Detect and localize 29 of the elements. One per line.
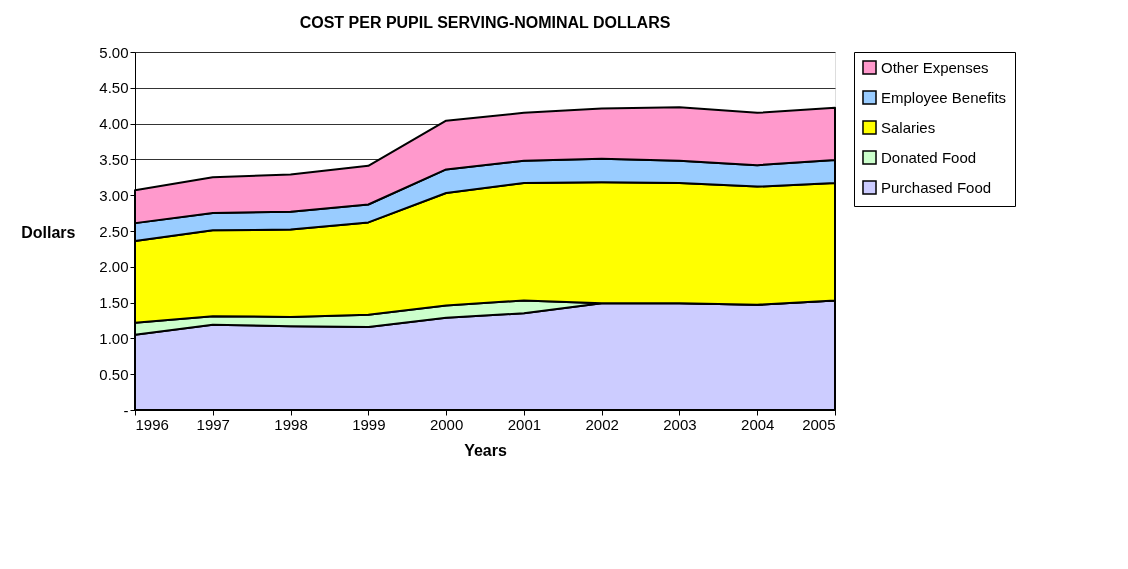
legend-label: Donated Food (881, 148, 977, 166)
x-tick-label: 2004 (741, 415, 775, 433)
y-tick-label: 3.00 (99, 186, 129, 204)
legend-label: Salaries (881, 118, 936, 136)
y-axis-title: Dollars (21, 223, 76, 241)
x-tick-label: 1998 (274, 415, 308, 433)
x-tick-label: 2000 (429, 415, 464, 433)
y-tick-label: - (123, 401, 129, 419)
x-tick-label: 2003 (663, 415, 697, 433)
y-tick-label: 4.50 (99, 79, 129, 97)
legend-label: Other Expenses (881, 58, 989, 76)
legend-label: Employee Benefits (881, 88, 1007, 106)
y-tick-label: 3.50 (99, 150, 129, 168)
y-tick-label: 1.00 (99, 329, 129, 347)
y-tick-label: 2.50 (99, 222, 129, 240)
y-tick-label: 5.00 (99, 43, 129, 61)
y-tick-label: 2.00 (99, 258, 129, 276)
y-tick-label: 4.00 (99, 115, 129, 133)
y-tick-label: 1.50 (99, 294, 129, 312)
chart-title: COST PER PUPIL SERVING-NOMINAL DOLLARS (299, 14, 671, 31)
x-axis-title: Years (464, 441, 507, 459)
legend-label: Purchased Food (881, 178, 992, 196)
x-tick-label: 1996 (135, 415, 169, 433)
y-tick-label: 0.50 (99, 365, 129, 383)
x-tick-label: 1999 (352, 415, 386, 433)
x-tick-label: 1997 (196, 415, 230, 433)
x-tick-label: 2005 (802, 415, 836, 433)
x-tick-label: 2002 (585, 415, 619, 433)
x-tick-label: 2001 (507, 415, 542, 433)
